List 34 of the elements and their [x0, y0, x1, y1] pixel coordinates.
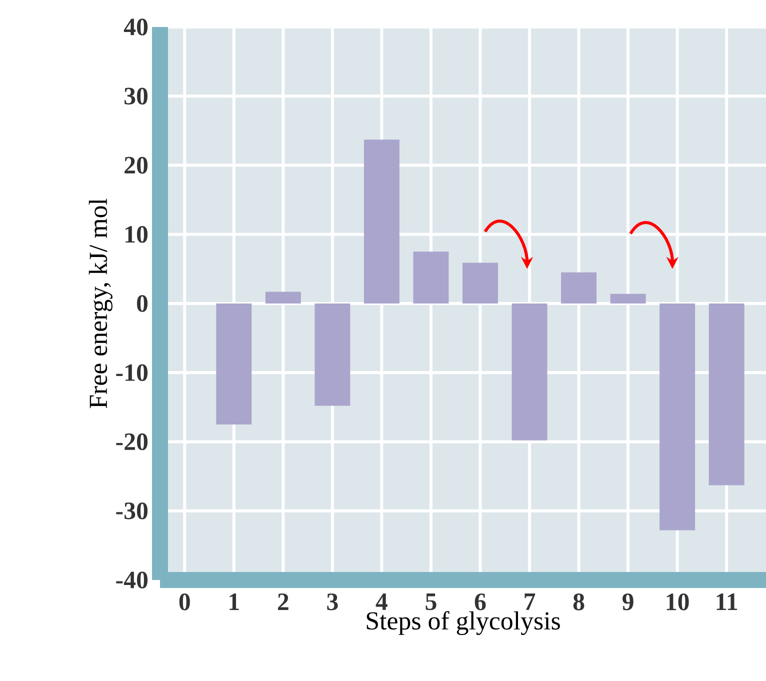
x-tick-label: 11: [716, 594, 738, 610]
bar: [462, 262, 498, 304]
x-tick-label: 5: [426, 594, 436, 610]
bar: [364, 140, 400, 304]
y-tick-label: 10: [126, 226, 148, 243]
y-tick-label: -30: [116, 502, 148, 520]
x-tick-label: 3: [327, 594, 338, 610]
x-tick-label: 6: [474, 594, 486, 610]
x-tick-label: 0: [179, 594, 190, 610]
y-tick-label: 30: [124, 88, 148, 105]
bar: [512, 304, 548, 440]
y-tick-label: 40: [124, 18, 148, 36]
x-axis-title: Steps of glycolysis: [366, 611, 560, 635]
bar: [610, 294, 646, 304]
bar: [314, 304, 350, 406]
bar: [561, 272, 597, 304]
x-tick-label: 1: [230, 594, 239, 610]
x-tick-label: 9: [622, 594, 634, 610]
x-tick-label: 7: [524, 594, 536, 610]
x-tick-label: 2: [278, 594, 288, 610]
y-tick-label: -40: [116, 572, 148, 588]
x-tick-label: 10: [666, 594, 689, 610]
x-tick-label: 4: [376, 594, 388, 610]
y-tick-label: -10: [116, 364, 148, 382]
x-tick-label: 8: [573, 594, 584, 610]
bar: [660, 304, 696, 530]
y-tick-label: -20: [116, 433, 148, 450]
y-axis-title: Free energy, kJ/ mol: [88, 198, 112, 408]
bar: [708, 304, 744, 486]
y-tick-label: 0: [136, 295, 148, 312]
bar: [265, 292, 301, 304]
y-tick-label: 20: [124, 156, 148, 174]
bar: [216, 304, 252, 424]
bar: [413, 252, 449, 304]
